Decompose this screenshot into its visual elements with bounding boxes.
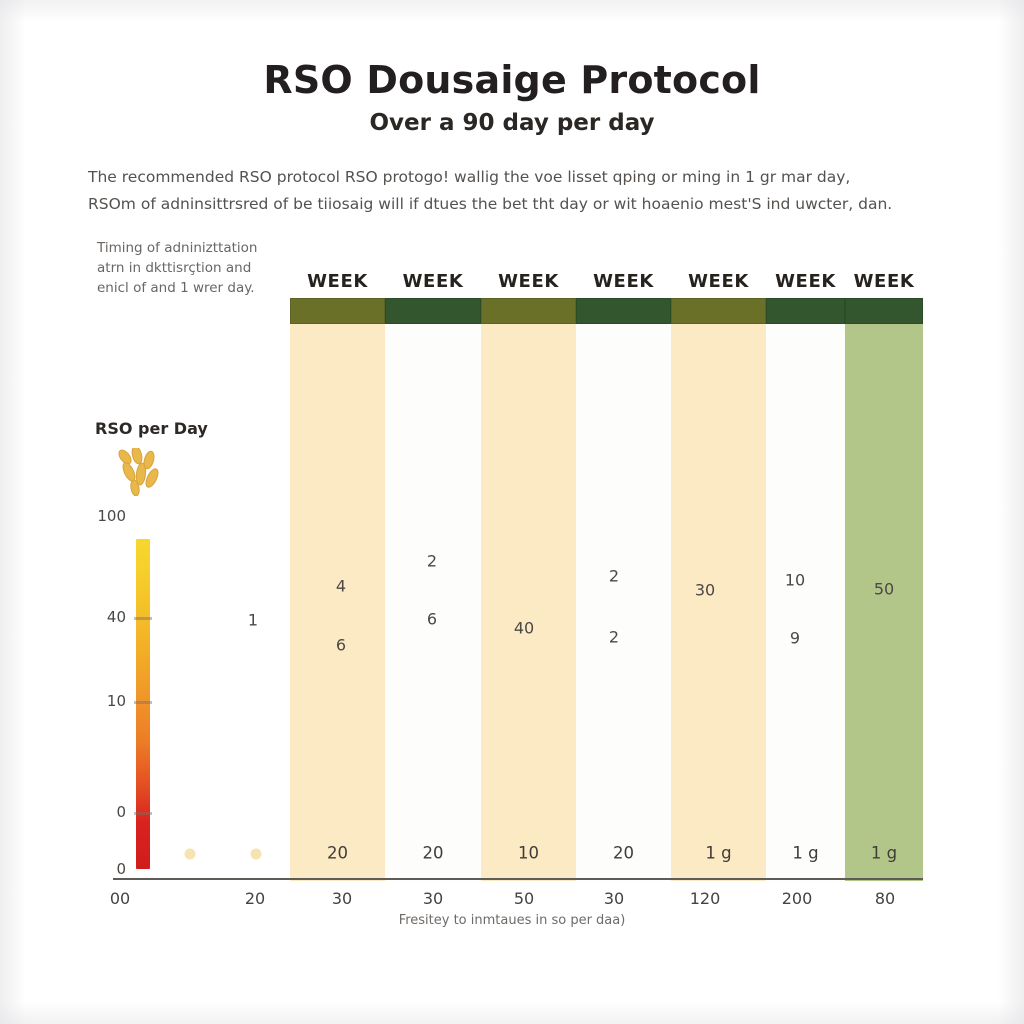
week-color-bar — [290, 298, 385, 324]
data-value: 30 — [694, 580, 716, 600]
data-value: 4 — [335, 576, 347, 596]
week-column-header-3[interactable]: WEEK — [481, 268, 576, 324]
bottom-data-value: 20 — [613, 843, 634, 863]
data-value: 40 — [513, 618, 535, 638]
bottom-data-value: 20 — [422, 843, 444, 863]
week-column-header-7[interactable]: WEEK — [845, 268, 923, 324]
page-subtitle: Over a 90 day per day — [369, 110, 655, 136]
week-color-bar — [845, 298, 923, 324]
data-value: 50 — [873, 579, 895, 599]
column-band — [671, 303, 766, 881]
data-value: 10 — [784, 570, 806, 590]
scatter-dot — [184, 848, 196, 860]
week-label: WEEK — [853, 271, 915, 292]
column-band — [385, 303, 481, 881]
column-band — [481, 303, 576, 881]
x-axis-tick-label: 00 — [109, 889, 131, 908]
y-axis-tick-label: 0 — [116, 860, 126, 878]
data-value: 2 — [426, 551, 438, 571]
x-axis-tick-label: 200 — [781, 889, 813, 908]
data-value: 9 — [789, 628, 801, 648]
column-band — [290, 303, 385, 881]
y-axis-tick-label: 0 — [116, 803, 126, 821]
week-label: WEEK — [593, 271, 654, 292]
bottom-data-value: 1 g — [705, 843, 732, 863]
intro-paragraph: The recommended RSO protocol RSO protogo… — [88, 164, 920, 218]
data-value: 1 — [247, 610, 259, 630]
week-label: WEEK — [307, 271, 368, 292]
wheat-icon — [112, 445, 168, 497]
data-value: 2 — [608, 566, 620, 586]
bottom-data-value: 1 g — [870, 843, 898, 863]
week-label: WEEK — [498, 271, 559, 292]
data-value: 6 — [426, 609, 438, 629]
side-note-line-1: Timing of adninizttation — [97, 240, 258, 256]
week-label: WEEK — [402, 271, 464, 292]
week-column-header-1[interactable]: WEEK — [290, 268, 385, 324]
legend-title: RSO per Day — [95, 419, 208, 438]
y-axis-tick-label: 10 — [106, 692, 126, 710]
week-label: WEEK — [775, 271, 836, 292]
week-label: WEEK — [688, 271, 749, 292]
x-axis-tick-label: 30 — [331, 889, 353, 908]
bottom-data-value: 1 g — [792, 843, 819, 863]
side-note-line-3: enicl of and 1 wrer day. — [97, 280, 255, 296]
side-note: Timing of adninizttation atrn in dkttisr… — [97, 238, 282, 298]
week-column-header-2[interactable]: WEEK — [385, 268, 481, 324]
bottom-data-value: 20 — [327, 843, 348, 863]
x-axis-tick-label: 30 — [603, 889, 625, 908]
intro-line-1: The recommended RSO protocol RSO protogo… — [88, 168, 851, 186]
y-axis-tick-label: 100 — [97, 507, 126, 525]
data-value: 2 — [608, 627, 620, 647]
week-color-bar — [576, 298, 671, 324]
week-color-bar — [766, 298, 845, 324]
x-axis-tick-label: 30 — [422, 889, 444, 908]
week-color-bar — [385, 298, 481, 324]
data-value: 6 — [335, 635, 347, 655]
week-column-header-6[interactable]: WEEK — [766, 268, 845, 324]
intro-line-2: RSOm of adninsittrsred of be tiiosaig wi… — [88, 195, 893, 213]
week-color-bar — [481, 298, 576, 324]
week-color-bar — [671, 298, 766, 324]
page-title: RSO Dousaige Protocol — [263, 58, 761, 102]
color-scale-bar — [134, 539, 152, 869]
x-axis-tick-label: 50 — [513, 889, 535, 908]
week-column-header-4[interactable]: WEEK — [576, 268, 671, 324]
x-axis-line — [113, 878, 923, 880]
y-axis-tick-label: 40 — [106, 608, 126, 626]
column-band — [766, 303, 845, 881]
side-note-line-2: atrn in dkttisrçtion and — [97, 260, 252, 276]
week-column-header-5[interactable]: WEEK — [671, 268, 766, 324]
column-band — [845, 303, 923, 881]
bottom-data-value: 10 — [518, 843, 539, 863]
x-axis-tick-label: 120 — [689, 889, 721, 908]
x-axis-tick-label: 80 — [874, 889, 896, 908]
scatter-dot — [250, 848, 262, 860]
column-band — [576, 303, 671, 881]
x-axis-caption: Fresitey to inmtaues in so per daa) — [398, 913, 626, 928]
x-axis-tick-label: 20 — [244, 889, 266, 908]
